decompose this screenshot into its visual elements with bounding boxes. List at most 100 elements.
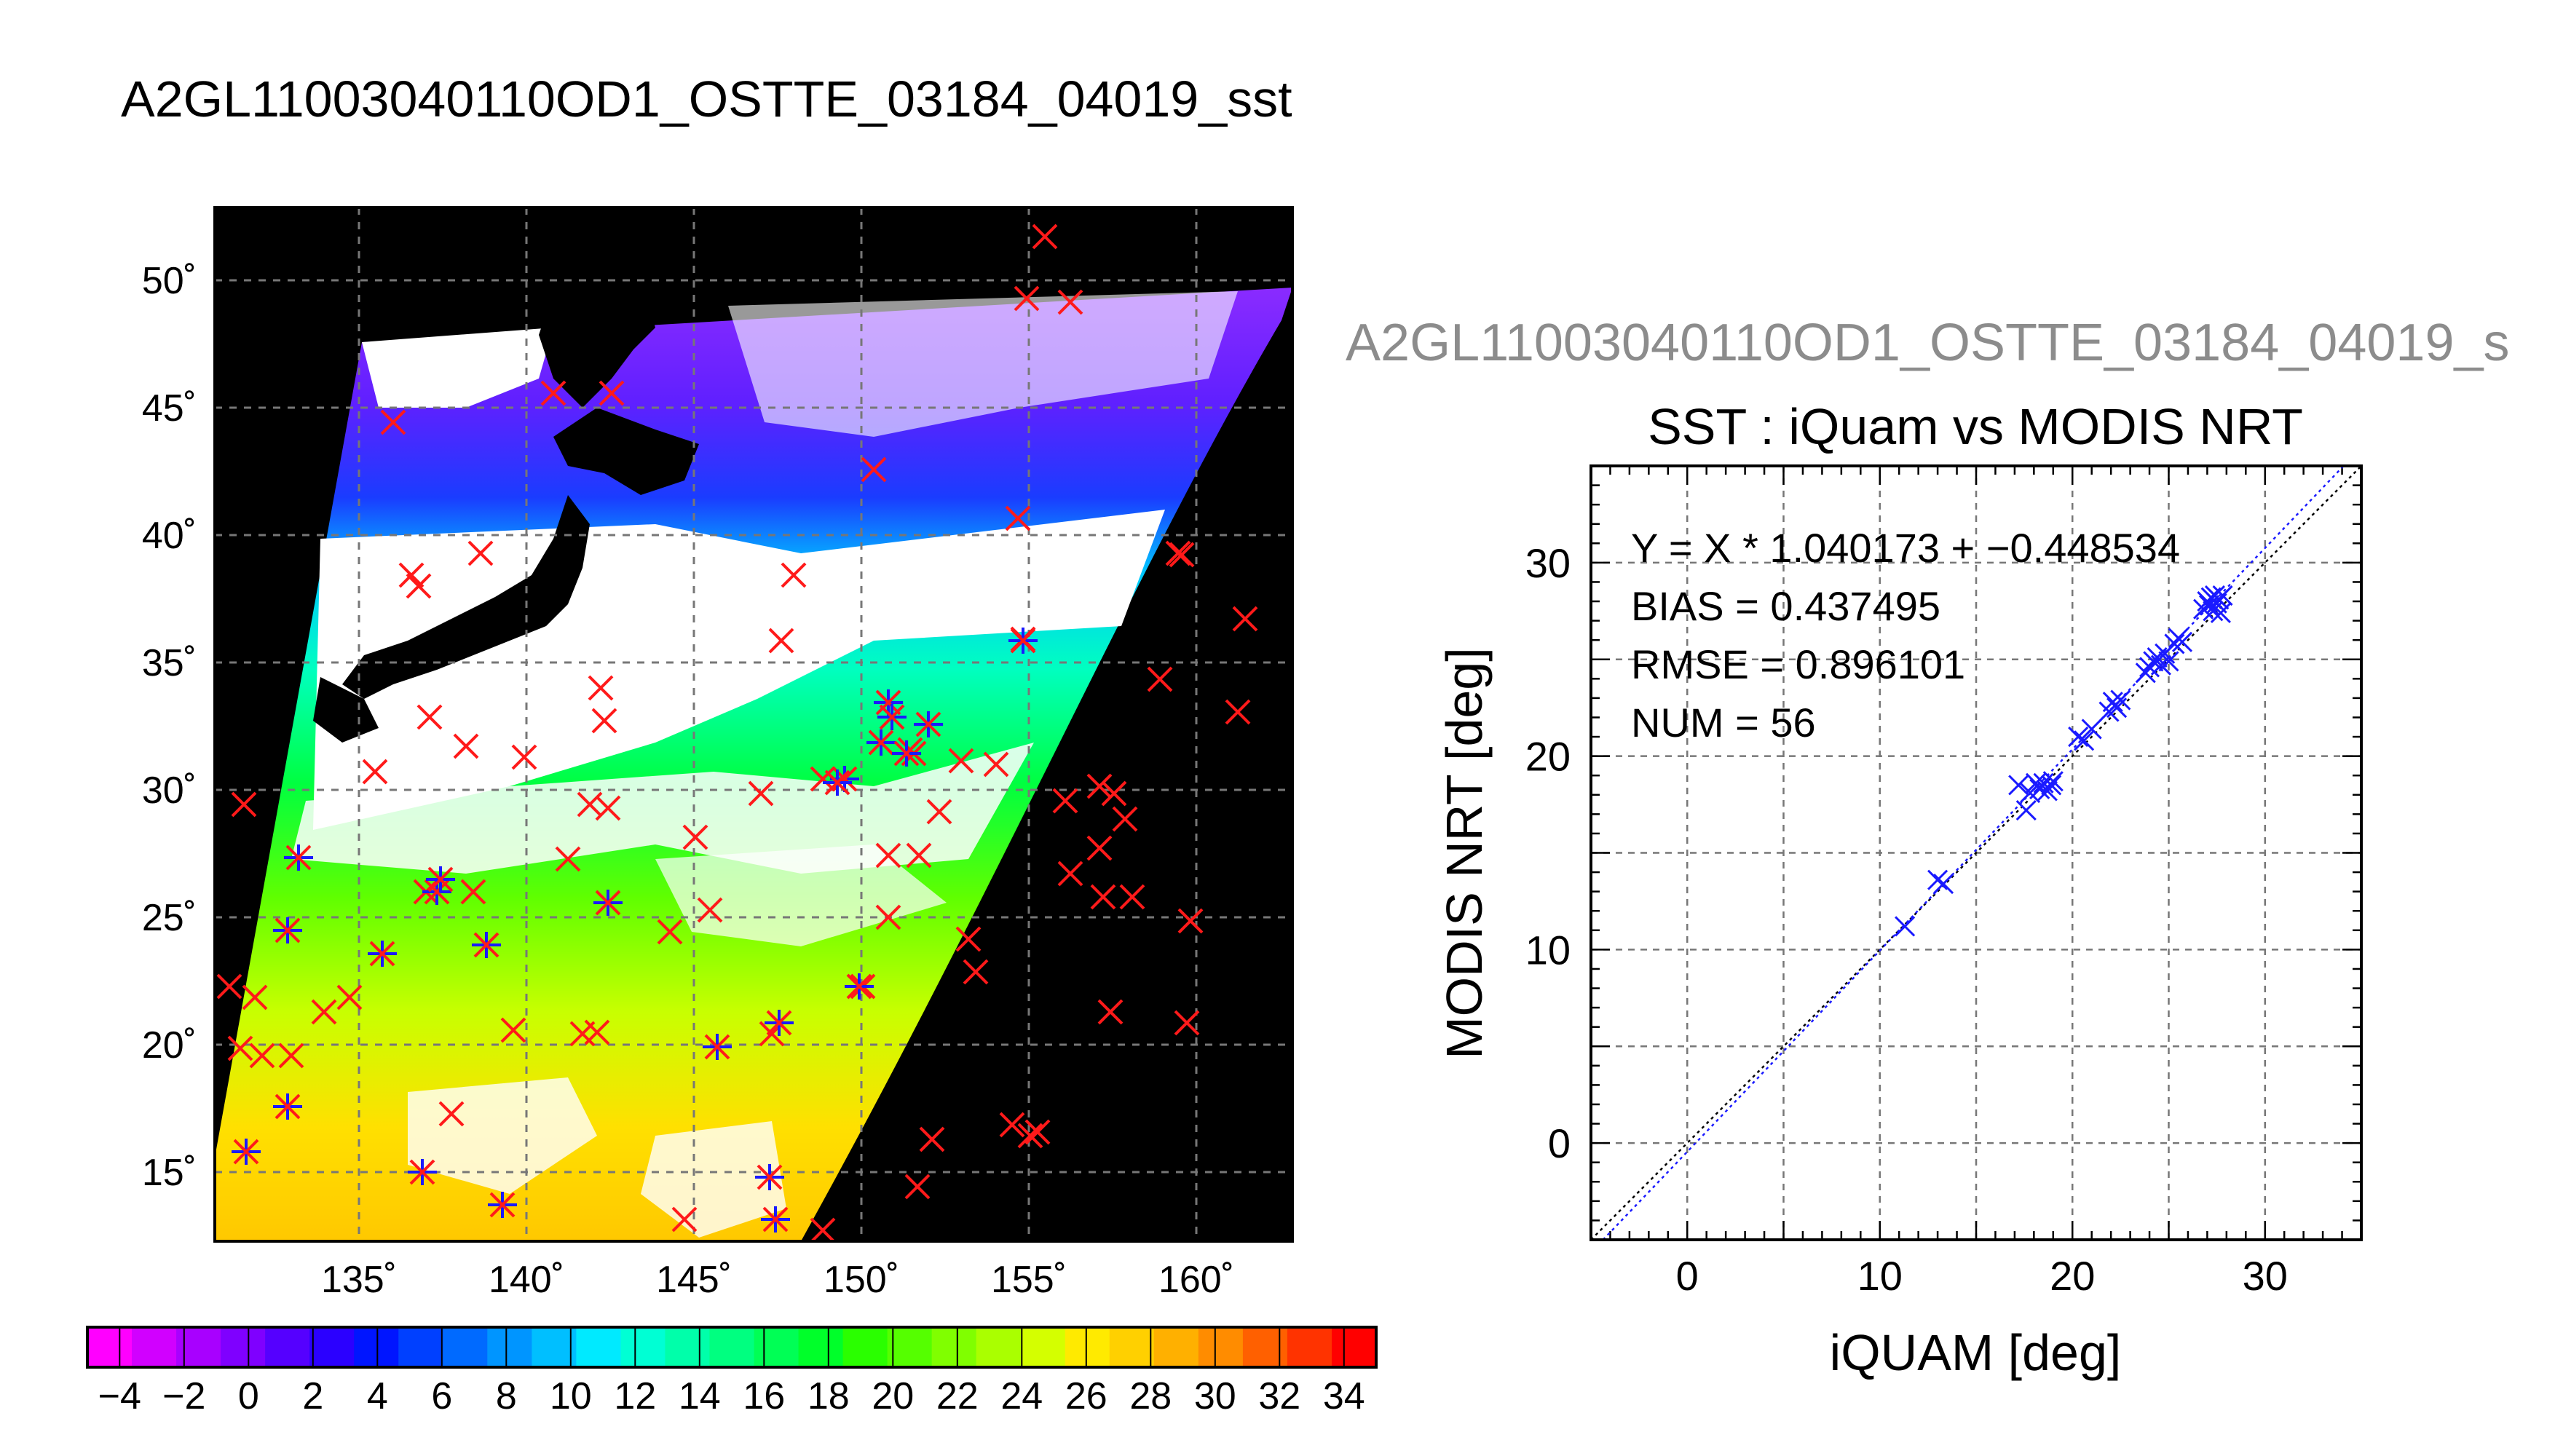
- buoy-marker: [511, 744, 537, 770]
- colorbar-tick-label: 8: [496, 1375, 517, 1417]
- colorbar-tick-label: 16: [743, 1375, 785, 1417]
- colorbar-tick-label: 20: [872, 1375, 914, 1417]
- buoy-marker: [983, 751, 1009, 778]
- buoy-marker: [416, 704, 443, 730]
- x-axis-label: iQUAM [deg]: [1830, 1324, 2122, 1381]
- matchup-marker-cross: [879, 704, 905, 730]
- scatter-point: [2068, 726, 2089, 748]
- buoy-marker: [1024, 1119, 1051, 1145]
- colorbar-frame: [86, 1326, 1378, 1369]
- colorbar-segment: [1153, 1327, 1199, 1367]
- scatter-point: [2041, 775, 2062, 796]
- lat-label-30: 30˚: [142, 769, 197, 812]
- matchup-marker-cross: [409, 1159, 435, 1185]
- page-title: A2GL11003040110OD1_OSTTE_03184_04019_sst: [121, 71, 1292, 127]
- scatter-point: [2081, 719, 2102, 740]
- colorbar-tick-label: 4: [367, 1375, 388, 1417]
- map-gridlines: [215, 207, 1292, 1241]
- colorbar-segment: [132, 1327, 177, 1367]
- matchup-marker-cross: [757, 1164, 783, 1190]
- scatter-point: [2106, 697, 2128, 719]
- colorbar-segment: [532, 1327, 577, 1367]
- buoy-marker: [584, 1019, 610, 1045]
- x-tick-label: 30: [2243, 1253, 2288, 1299]
- lat-label-20: 20˚: [142, 1024, 197, 1067]
- buoy-marker: [1097, 999, 1124, 1025]
- num-text: NUM = 56: [1631, 700, 1816, 745]
- colorbar-segment: [87, 1327, 133, 1367]
- buoy-marker: [963, 959, 989, 985]
- colorbar-tick-label: 14: [679, 1375, 721, 1417]
- scatter-point: [2158, 651, 2179, 672]
- colorbar-segment: [665, 1327, 711, 1367]
- buoy-marker: [599, 380, 625, 406]
- colorbar-tick-label: 10: [550, 1375, 592, 1417]
- scatter-point: [2008, 775, 2029, 796]
- scatter-point: [2171, 631, 2193, 652]
- matchup-marker-cross: [875, 689, 901, 716]
- scatter-point: [2212, 585, 2233, 606]
- colorbar-segment: [798, 1327, 844, 1367]
- colorbar-segment: [931, 1327, 977, 1367]
- matchup-marker-cross: [595, 890, 621, 916]
- colorbar-tick-label: 30: [1194, 1375, 1236, 1417]
- buoy-marker: [810, 766, 836, 792]
- colorbar-segment: [842, 1327, 888, 1367]
- buoy-marker: [1014, 285, 1040, 312]
- matchup-marker-cross: [369, 941, 395, 967]
- buoy-marker: [1232, 606, 1258, 632]
- buoy-marker: [861, 456, 887, 483]
- matchup-marker-cross: [275, 917, 301, 943]
- buoy-marker: [1174, 1010, 1200, 1036]
- colorbar-segment: [887, 1327, 933, 1367]
- scatter-point: [1927, 869, 1948, 890]
- buoy-marker: [1086, 773, 1113, 799]
- colorbar-segment: [443, 1327, 488, 1367]
- buoy-marker: [768, 628, 794, 654]
- buoy-marker: [336, 984, 363, 1010]
- buoy-marker: [1112, 806, 1138, 832]
- scatter-point: [1932, 873, 1954, 895]
- buoy-marker: [1086, 835, 1113, 861]
- colorbar-tick-label: −2: [162, 1375, 205, 1417]
- colorbar-tick-label: 2: [302, 1375, 323, 1417]
- buoy-marker: [657, 919, 683, 945]
- y-tick-label: 20: [1525, 734, 1571, 780]
- buoy-marker: [1165, 540, 1191, 566]
- x-tick-label: 0: [1676, 1253, 1699, 1299]
- scatter-point: [2110, 689, 2131, 711]
- lon-label-160: 160˚: [1158, 1259, 1234, 1301]
- map-frame: [213, 206, 1294, 1243]
- buoy-marker: [697, 897, 723, 923]
- colorbar-segment: [1242, 1327, 1288, 1367]
- identity-line: [1590, 465, 2362, 1241]
- lon-label-145: 145˚: [656, 1259, 732, 1301]
- colorbar-tick-label: 32: [1258, 1375, 1300, 1417]
- lat-label-25: 25˚: [142, 897, 197, 939]
- buoy-marker: [588, 675, 614, 701]
- x-tick-label: 10: [1857, 1253, 1903, 1299]
- buoy-marker: [1147, 666, 1173, 692]
- matchup-marker-cross: [427, 866, 454, 893]
- y-tick-label: 10: [1525, 927, 1571, 973]
- matchup-marker-cross: [489, 1192, 516, 1218]
- buoy-marker: [682, 824, 708, 850]
- colorbar-tick-label: 24: [1000, 1375, 1043, 1417]
- buoy-marker: [227, 1035, 253, 1061]
- matchup-marker-cross: [824, 769, 850, 796]
- lat-label-40: 40˚: [142, 515, 197, 557]
- buoy-marker: [904, 1174, 931, 1200]
- map-lat-labels: 50˚ 45˚ 40˚ 35˚ 30˚ 25˚ 20˚ 15˚: [142, 260, 197, 1194]
- sst-colorbar: [87, 1327, 1377, 1367]
- buoy-marker: [1057, 860, 1083, 887]
- matchup-marker-cross: [1010, 628, 1036, 654]
- buoy-marker: [1169, 542, 1195, 568]
- buoy-markers: [216, 223, 1258, 1241]
- buoy-marker: [555, 846, 581, 872]
- buoy-marker: [948, 748, 974, 774]
- colorbar-segment: [709, 1327, 755, 1367]
- colorbar-segment: [309, 1327, 355, 1367]
- rmse-text: RMSE = 0.896101: [1631, 641, 1965, 687]
- lat-label-35: 35˚: [142, 642, 197, 684]
